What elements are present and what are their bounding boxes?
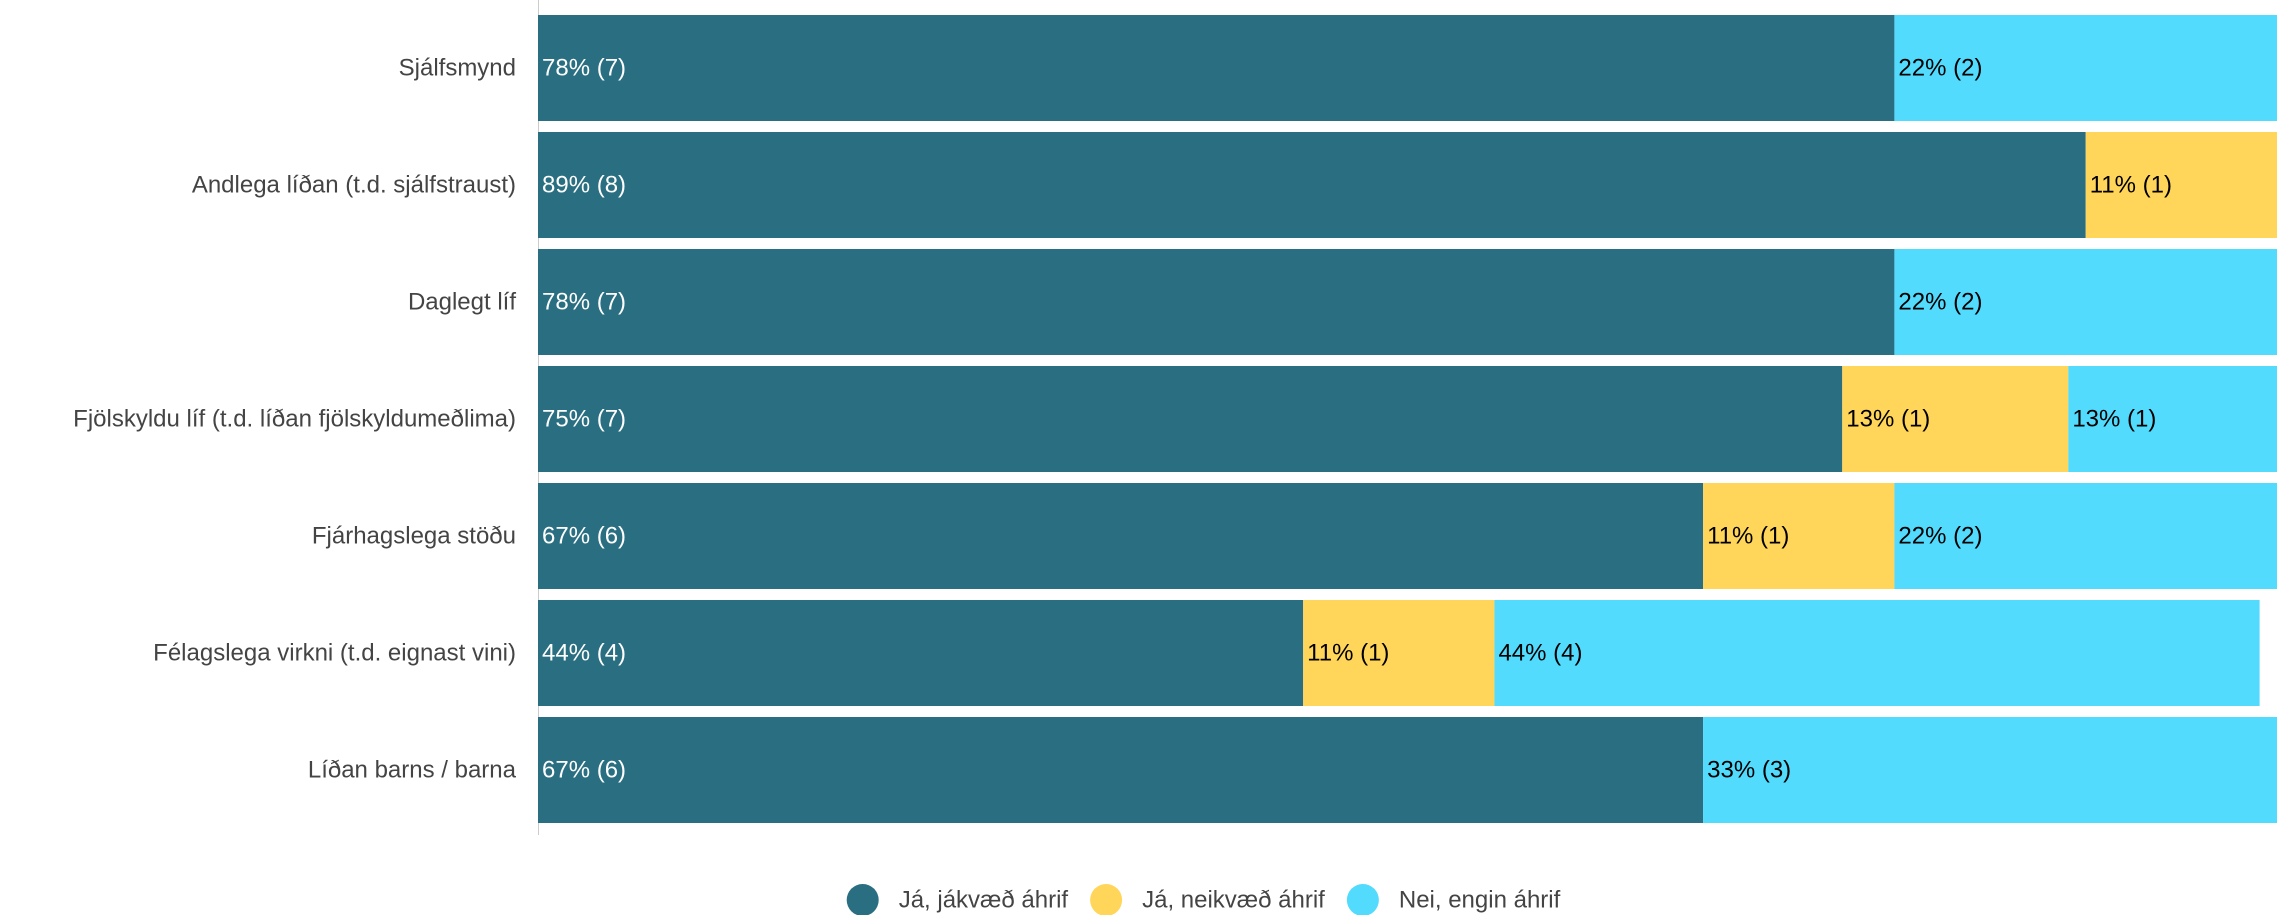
legend-label-1: Já, jákvæð áhrif <box>899 887 1069 914</box>
bar-segment-2 <box>1842 366 2069 472</box>
segment-label: 67% (6) <box>542 523 626 550</box>
legend-label-2: Já, neikvæð áhrif <box>1142 887 1325 914</box>
segment-label: 11% (1) <box>1307 640 1389 667</box>
legend-label-3: Nei, engin áhrif <box>1399 887 1561 914</box>
bar-segment-1 <box>538 15 1895 121</box>
bar-segment-2 <box>1303 600 1495 706</box>
bar-segment-3 <box>1894 249 2277 355</box>
category-label: Líðan barns / barna <box>308 757 517 784</box>
bar-segment-3 <box>1494 600 2260 706</box>
segment-label: 78% (7) <box>542 289 626 316</box>
segment-label: 11% (1) <box>1707 523 1789 550</box>
category-label: Fjárhagslega stöðu <box>312 523 516 550</box>
bar-segment-3 <box>1894 15 2277 121</box>
bar-segment-3 <box>1894 483 2277 589</box>
segment-label: 44% (4) <box>1498 640 1582 667</box>
segment-label: 89% (8) <box>542 172 626 199</box>
bar-segment-1 <box>538 717 1704 823</box>
segment-labels: 78% (7) 22% (2) 89% (8) 11% (1) 78% (7) 22% (… <box>542 55 2172 784</box>
segment-label: 44% (4) <box>542 640 626 667</box>
bar-segment-1 <box>538 132 2086 238</box>
segment-label: 22% (2) <box>1898 523 1982 550</box>
legend-swatch-1 <box>846 884 879 915</box>
segment-label: 67% (6) <box>542 757 626 784</box>
category-label: Andlega líðan (t.d. sjálfstraust) <box>192 172 516 199</box>
segment-label: 22% (2) <box>1898 289 1982 316</box>
bar-segment-1 <box>538 483 1704 589</box>
bar-segment-3 <box>2068 366 2277 472</box>
category-label: Félagslega virkni (t.d. eignast vini) <box>153 640 516 667</box>
bar-segment-2 <box>1703 483 1895 589</box>
bar-segment-1 <box>538 249 1895 355</box>
segment-label: 13% (1) <box>1846 406 1930 433</box>
segment-label: 33% (3) <box>1707 757 1791 784</box>
category-label: Sjálfsmynd <box>399 55 516 82</box>
segment-label: 13% (1) <box>2072 406 2156 433</box>
bar-segments <box>538 15 2277 823</box>
bar-segment-2 <box>2085 132 2277 238</box>
legend-swatch-2 <box>1090 884 1123 915</box>
category-labels: Sjálfsmynd Andlega líðan (t.d. sjálfstrau… <box>73 55 516 784</box>
bar-segment-1 <box>538 600 1304 706</box>
legend: Já, jákvæð áhrif Já, neikvæð áhrif Nei, en… <box>846 884 1561 915</box>
bar-segment-1 <box>538 366 1843 472</box>
segment-label: 22% (2) <box>1898 55 1982 82</box>
legend-swatch-3 <box>1346 884 1379 915</box>
category-label: Daglegt líf <box>408 289 516 316</box>
segment-label: 11% (1) <box>2090 172 2172 199</box>
bar-segment-3 <box>1703 717 2277 823</box>
segment-label: 75% (7) <box>542 406 626 433</box>
segment-label: 78% (7) <box>542 55 626 82</box>
category-label: Fjölskyldu líf (t.d. líðan fjölskyldumeð… <box>73 406 516 433</box>
